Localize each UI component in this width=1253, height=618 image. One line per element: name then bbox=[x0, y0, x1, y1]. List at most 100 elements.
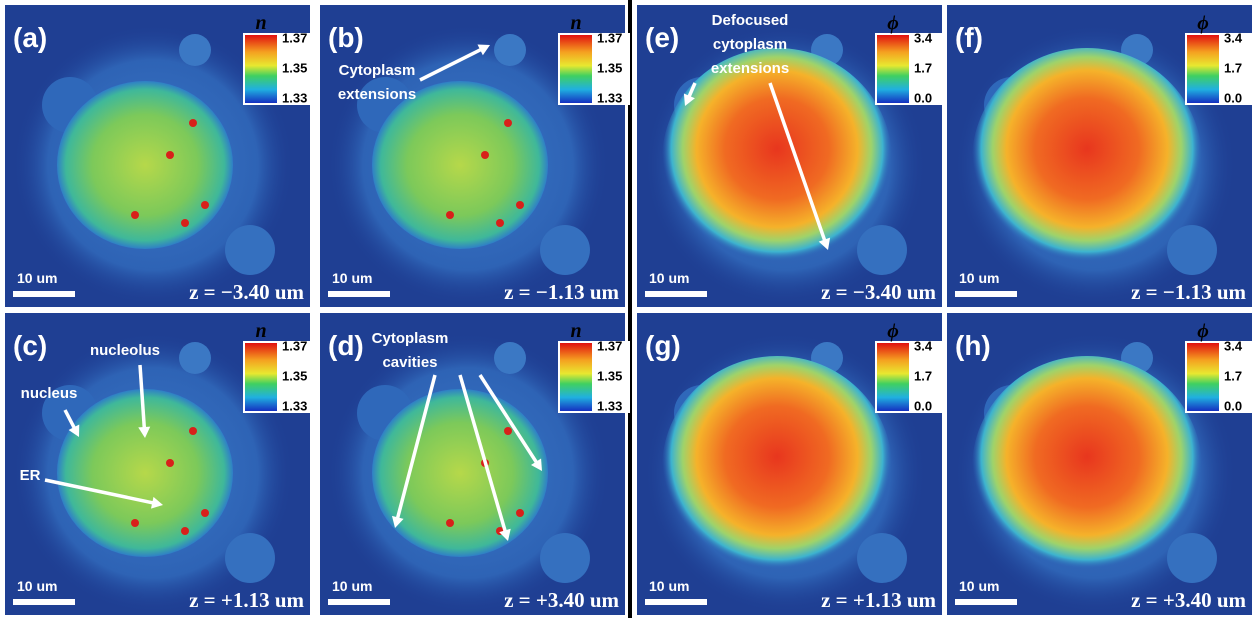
cytoplasm-extension bbox=[179, 34, 211, 66]
annotation: Defocused bbox=[712, 12, 789, 29]
scale-bar-label: 10 um bbox=[959, 270, 999, 286]
scale-bar-label: 10 um bbox=[17, 578, 57, 594]
cell-body bbox=[972, 356, 1202, 580]
colorbar-symbol: ϕ bbox=[887, 12, 899, 34]
annotation: ER bbox=[20, 467, 41, 484]
z-position: z = +3.40 um bbox=[1131, 588, 1246, 612]
vesicle bbox=[181, 219, 189, 227]
vesicle bbox=[504, 427, 512, 435]
colorbar-tick: 1.7 bbox=[1224, 60, 1242, 75]
panel-label: (b) bbox=[328, 22, 364, 53]
colorbar-symbol: n bbox=[255, 320, 266, 342]
colorbar-tick: 3.4 bbox=[914, 30, 933, 45]
cytoplasm-extension bbox=[540, 225, 590, 275]
cell-body bbox=[972, 48, 1202, 272]
panel-label: (d) bbox=[328, 330, 364, 361]
panel: n1.371.351.33(d)10 umz = +3.40 umCytopla… bbox=[320, 313, 630, 615]
z-position: z = −1.13 um bbox=[504, 280, 619, 304]
annotation: Cytoplasm bbox=[372, 330, 449, 347]
colorbar bbox=[245, 35, 277, 103]
colorbar-tick: 0.0 bbox=[914, 398, 932, 413]
vesicle bbox=[516, 201, 524, 209]
z-position: z = −3.40 um bbox=[189, 280, 304, 304]
cell-body bbox=[662, 48, 892, 272]
colorbar-tick: 1.37 bbox=[282, 30, 307, 45]
vesicle bbox=[189, 427, 197, 435]
scale-bar-label: 10 um bbox=[17, 270, 57, 286]
colorbar-symbol: n bbox=[255, 12, 266, 34]
scale-bar bbox=[328, 291, 390, 297]
scale-bar-label: 10 um bbox=[649, 578, 689, 594]
colorbar-tick: 0.0 bbox=[1224, 90, 1242, 105]
colorbar-symbol: ϕ bbox=[1197, 320, 1209, 342]
panel: ϕ3.41.70.0(g)10 umz = +1.13 um bbox=[637, 313, 947, 615]
scale-bar bbox=[328, 599, 390, 605]
cell-body bbox=[372, 81, 548, 249]
panel: n1.371.351.33(a)10 umz = −3.40 um bbox=[5, 5, 315, 307]
colorbar-tick: 1.33 bbox=[597, 398, 622, 413]
scale-bar bbox=[645, 291, 707, 297]
annotation: nucleolus bbox=[90, 342, 160, 359]
colorbar-symbol: ϕ bbox=[1197, 12, 1209, 34]
cytoplasm-extension bbox=[540, 533, 590, 583]
colorbar-tick: 1.37 bbox=[282, 338, 307, 353]
scale-bar bbox=[955, 599, 1017, 605]
colorbar bbox=[1187, 35, 1219, 103]
scale-bar-label: 10 um bbox=[332, 270, 372, 286]
colorbar-tick: 0.0 bbox=[1224, 398, 1242, 413]
cytoplasm-extension bbox=[179, 342, 211, 374]
colorbar-tick: 1.35 bbox=[597, 60, 622, 75]
colorbar-tick: 3.4 bbox=[1224, 30, 1243, 45]
colorbar-tick: 1.35 bbox=[282, 60, 307, 75]
panel-label: (e) bbox=[645, 22, 679, 53]
z-position: z = −1.13 um bbox=[1131, 280, 1246, 304]
panel: ϕ3.41.70.0(h)10 umz = +3.40 um bbox=[947, 313, 1253, 615]
colorbar-tick: 1.35 bbox=[597, 368, 622, 383]
colorbar-symbol: n bbox=[570, 12, 581, 34]
vesicle bbox=[166, 151, 174, 159]
annotation: cavities bbox=[382, 354, 437, 371]
panel: ϕ 3.4 1.7 0.0 (f) 10 um z = −1.13 um bbox=[947, 5, 1253, 307]
colorbar-tick: 1.7 bbox=[1224, 368, 1242, 383]
colorbar-tick: 3.4 bbox=[1224, 338, 1243, 353]
z-position: z = −3.40 um bbox=[821, 280, 936, 304]
vesicle bbox=[131, 519, 139, 527]
vesicle bbox=[201, 201, 209, 209]
colorbar-tick: 1.7 bbox=[914, 368, 932, 383]
cytoplasm-extension bbox=[225, 533, 275, 583]
colorbar-tick: 1.7 bbox=[914, 60, 932, 75]
vesicle bbox=[181, 527, 189, 535]
scale-bar-label: 10 um bbox=[959, 578, 999, 594]
colorbar-tick: 1.33 bbox=[597, 90, 622, 105]
vesicle bbox=[481, 151, 489, 159]
vesicle bbox=[189, 119, 197, 127]
colorbar bbox=[877, 343, 909, 411]
colorbar-tick: 1.33 bbox=[282, 90, 307, 105]
z-position: z = +3.40 um bbox=[504, 588, 619, 612]
z-position: z = +1.13 um bbox=[189, 588, 304, 612]
vesicle bbox=[516, 509, 524, 517]
annotation: extensions bbox=[338, 86, 416, 103]
annotation: Cytoplasm bbox=[339, 62, 416, 79]
panel-label: (f) bbox=[955, 22, 983, 53]
cytoplasm-extension bbox=[494, 342, 526, 374]
colorbar-tick: 1.35 bbox=[282, 368, 307, 383]
colorbar bbox=[877, 35, 909, 103]
panel-label: (g) bbox=[645, 330, 681, 361]
colorbar-tick: 0.0 bbox=[914, 90, 932, 105]
vesicle bbox=[504, 119, 512, 127]
annotation: extensions bbox=[711, 60, 789, 77]
vesicle bbox=[446, 519, 454, 527]
panel: ϕ3.41.70.0(e)10 umz = −3.40 umDefocusedc… bbox=[637, 5, 947, 307]
figure: n1.371.351.33(a)10 umz = −3.40 umn1.371.… bbox=[0, 0, 1253, 618]
annotation: cytoplasm bbox=[713, 36, 787, 53]
vesicle bbox=[496, 219, 504, 227]
cell-body bbox=[57, 81, 233, 249]
cell-body bbox=[372, 389, 548, 557]
cell-body bbox=[662, 356, 892, 580]
panel: n1.371.351.33(b)10 umz = −1.13 umCytopla… bbox=[320, 5, 630, 307]
page: n1.371.351.33(a)10 umz = −3.40 umn1.371.… bbox=[0, 0, 1253, 618]
panel-label: (c) bbox=[13, 330, 47, 361]
colorbar bbox=[245, 343, 277, 411]
colorbar-symbol: ϕ bbox=[887, 320, 899, 342]
